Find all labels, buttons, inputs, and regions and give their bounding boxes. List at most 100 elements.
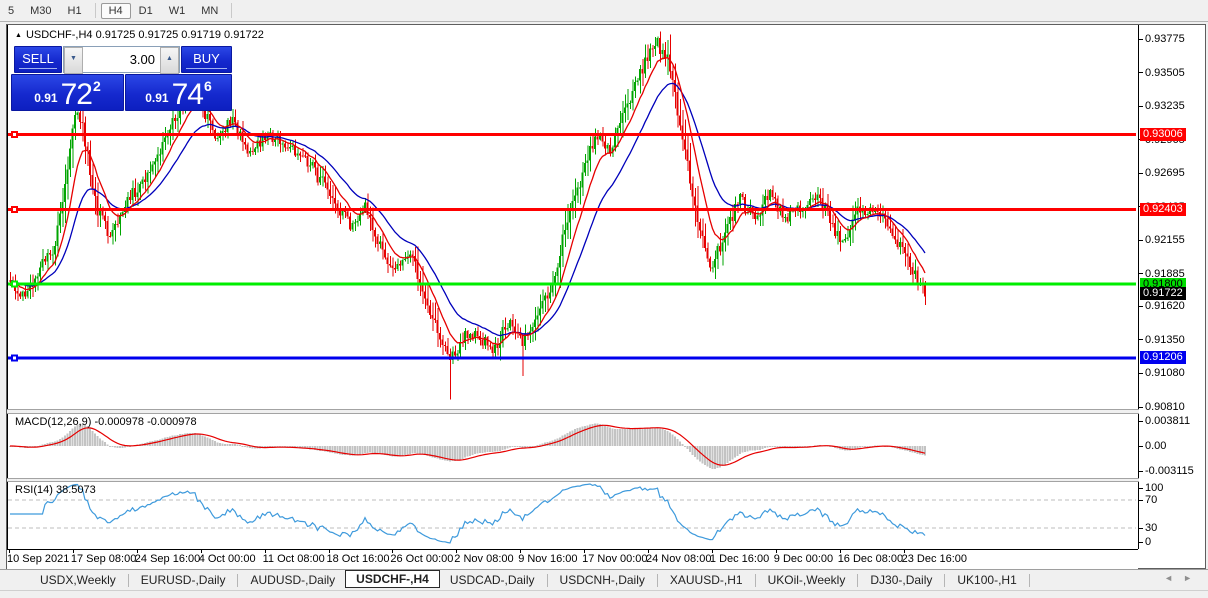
sell-button-label: SELL bbox=[22, 51, 54, 66]
sell-price-display[interactable]: 0.91 72 2 bbox=[11, 74, 124, 111]
rsi-tick-label: 70 bbox=[1145, 494, 1158, 506]
time-tick-label: 24 Nov 08:00 bbox=[646, 553, 712, 565]
tab-usdcad-daily[interactable]: USDCAD-,Daily bbox=[449, 573, 535, 587]
timeframe-button-h4[interactable]: H4 bbox=[100, 2, 131, 19]
volume-decrease-button[interactable]: ▼ bbox=[64, 47, 83, 74]
tab-eurusd-daily[interactable]: EURUSD-,Daily bbox=[140, 573, 226, 587]
tab-scroll-right-icon[interactable]: ► bbox=[1183, 573, 1202, 583]
hline-0.93006[interactable] bbox=[8, 130, 1136, 138]
time-tick-label: 23 Dec 16:00 bbox=[901, 553, 968, 565]
tab-ukoil-weekly[interactable]: UKOil-,Weekly bbox=[767, 573, 846, 587]
rsi-tick-label: 0 bbox=[1145, 536, 1152, 548]
time-tick-mark bbox=[9, 550, 10, 553]
macd-histogram bbox=[9, 423, 926, 469]
macd-signal-line bbox=[10, 424, 926, 466]
tab-xauusd-h1[interactable]: XAUUSD-,H1 bbox=[669, 573, 743, 587]
price-tick-mark bbox=[1139, 38, 1143, 40]
price-tick-mark bbox=[1139, 339, 1143, 341]
timeframe-button-5[interactable]: 5 bbox=[8, 4, 15, 17]
candlestick-plot[interactable] bbox=[8, 25, 1136, 409]
timeframe-button-m30[interactable]: M30 bbox=[30, 4, 52, 17]
tab-separator bbox=[127, 573, 129, 587]
price-tick-label: 0.90810 bbox=[1145, 401, 1185, 413]
toolbar-separator bbox=[231, 3, 233, 18]
sell-price-small: 0.91 bbox=[34, 91, 58, 105]
time-tick-label: 9 Nov 16:00 bbox=[518, 553, 578, 565]
chart-title-text: USDCHF-,H4 0.91725 0.91725 0.91719 0.917… bbox=[25, 29, 264, 41]
price-tick-mark bbox=[1139, 172, 1143, 174]
macd-tick-mark bbox=[1139, 420, 1143, 422]
timeframe-button-mn[interactable]: MN bbox=[201, 4, 219, 17]
time-tick-mark bbox=[392, 550, 394, 553]
sell-underline bbox=[19, 68, 57, 69]
price-tick-mark bbox=[1139, 239, 1143, 241]
time-axis: 10 Sep 2021 17 Sep 08:00 24 Sep 16:00 4 Oct… bbox=[7, 549, 1138, 569]
main-price-panel[interactable] bbox=[7, 25, 1139, 409]
panel-splitter[interactable] bbox=[7, 478, 1203, 482]
tab-dj30-daily[interactable]: DJ30-,Daily bbox=[870, 573, 933, 587]
tab-usdcnh-daily[interactable]: USDCNH-,Daily bbox=[559, 573, 645, 587]
panel-splitter[interactable] bbox=[7, 409, 1203, 414]
macd-tick-label: 0.00 bbox=[1145, 440, 1167, 452]
time-tick-mark bbox=[775, 550, 777, 553]
buy-price-big: 74 bbox=[171, 78, 204, 111]
tab-usdx-weekly[interactable]: USDX,Weekly bbox=[40, 573, 116, 587]
price-tick-mark bbox=[1139, 273, 1143, 275]
price-tick-mark bbox=[1139, 305, 1143, 307]
tab-scroll-arrows: ◄► bbox=[1164, 573, 1202, 583]
time-tick-mark bbox=[903, 550, 905, 553]
price-level-badge: 0.91206 bbox=[1140, 351, 1186, 365]
tab-separator bbox=[754, 573, 756, 587]
rsi-panel[interactable] bbox=[7, 482, 1139, 549]
buy-underline bbox=[186, 68, 227, 69]
rsi-tick-mark bbox=[1139, 541, 1143, 543]
time-tick-mark bbox=[584, 550, 586, 553]
volume-increase-button[interactable]: ▲ bbox=[160, 47, 179, 74]
hline-0.91800[interactable] bbox=[8, 280, 1136, 288]
buy-price-display[interactable]: 0.91 74 6 bbox=[125, 74, 232, 111]
price-tick-mark bbox=[1139, 406, 1143, 408]
sell-button[interactable]: SELL bbox=[14, 46, 62, 73]
time-tick-label: 9 Dec 00:00 bbox=[773, 553, 834, 565]
time-tick-mark bbox=[839, 550, 841, 553]
price-tick-label: 0.91885 bbox=[1145, 267, 1185, 280]
tab-audusd-daily[interactable]: AUDUSD-,Daily bbox=[250, 573, 336, 587]
sell-price-sup: 2 bbox=[92, 78, 101, 94]
macd-panel[interactable] bbox=[7, 414, 1139, 478]
macd-label: MACD(12,26,9) -0.000978 -0.000978 bbox=[15, 416, 197, 428]
tab-separator bbox=[546, 573, 548, 587]
price-level-badge: 0.92403 bbox=[1140, 202, 1186, 216]
timeframe-button-d1[interactable]: D1 bbox=[138, 4, 153, 17]
rsi-plot[interactable] bbox=[8, 482, 1136, 549]
time-tick-mark bbox=[648, 550, 649, 553]
time-tick-label: 26 Oct 00:00 bbox=[390, 553, 454, 565]
one-click-trade-panel: SELL ▼ ▲ BUY 0.91 72 2 0.91 74 6 bbox=[11, 45, 233, 131]
price-tick-label: 0.92695 bbox=[1145, 167, 1185, 180]
time-tick-label: 1 Dec 16:00 bbox=[709, 553, 770, 565]
macd-plot[interactable] bbox=[8, 414, 1136, 478]
price-tick-label: 0.92155 bbox=[1145, 234, 1185, 247]
sell-price-big: 72 bbox=[60, 78, 93, 111]
buy-price-small: 0.91 bbox=[145, 91, 169, 105]
buy-button[interactable]: BUY bbox=[181, 46, 232, 73]
hline-0.92403[interactable] bbox=[8, 205, 1136, 213]
price-tick-label: 0.93505 bbox=[1145, 66, 1185, 79]
time-tick-label: 24 Sep 16:00 bbox=[134, 553, 201, 565]
price-axis: 0.937750.935050.932350.929650.926950.924… bbox=[1139, 25, 1203, 568]
tab-uk100-h1[interactable]: UK100-,H1 bbox=[957, 573, 1017, 587]
volume-stepper: ▼ ▲ bbox=[63, 46, 180, 74]
volume-input[interactable] bbox=[83, 47, 160, 72]
time-tick-mark bbox=[328, 550, 330, 553]
price-tick-label: 0.91620 bbox=[1145, 300, 1185, 313]
tab-separator bbox=[1028, 573, 1030, 587]
tab-separator bbox=[237, 573, 239, 587]
current-price-badge: 0.91722 bbox=[1140, 287, 1186, 301]
tab-usdchf-h4[interactable]: USDCHF-,H4 bbox=[345, 570, 440, 588]
tab-scroll-left-icon[interactable]: ◄ bbox=[1164, 573, 1184, 583]
rsi-tick-label: 100 bbox=[1145, 482, 1164, 494]
timeframe-button-w1[interactable]: W1 bbox=[168, 4, 186, 17]
hline-0.91206[interactable] bbox=[8, 354, 1136, 362]
rsi-tick-mark bbox=[1139, 527, 1143, 529]
timeframe-button-h1[interactable]: H1 bbox=[67, 4, 82, 17]
time-tick-label: 4 Oct 00:00 bbox=[198, 553, 256, 565]
